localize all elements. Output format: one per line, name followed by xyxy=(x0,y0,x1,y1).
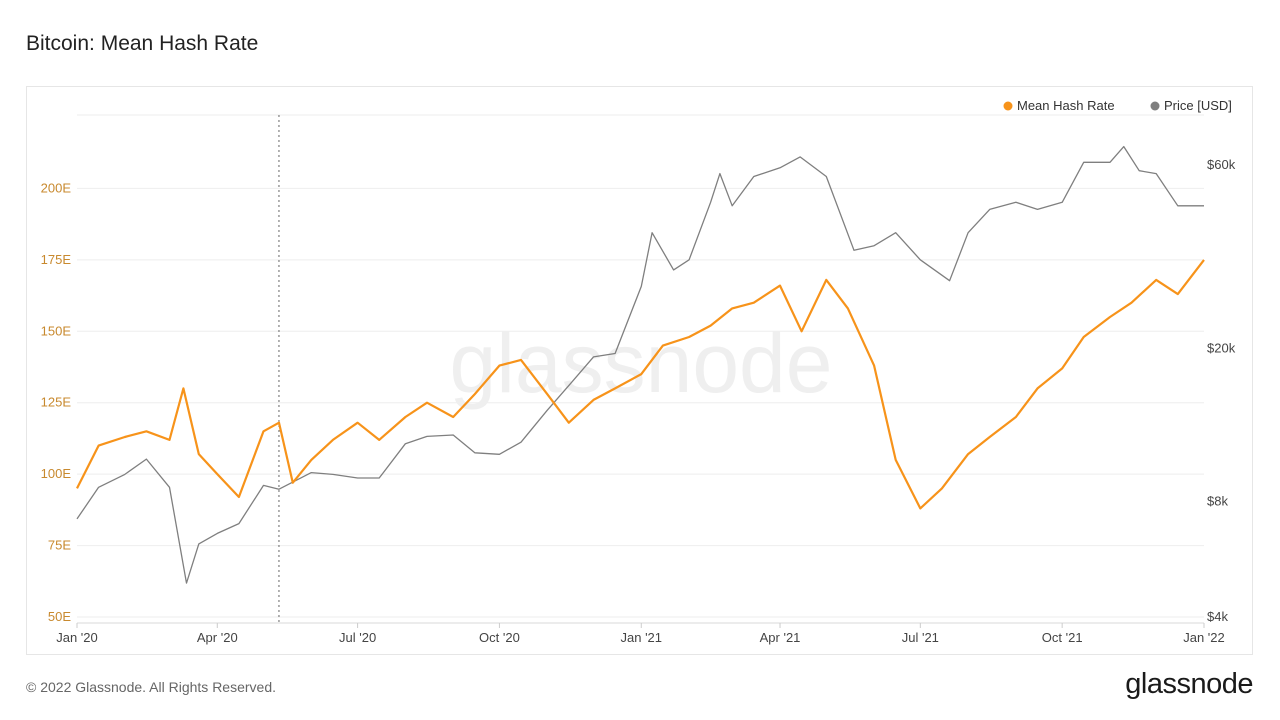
right-tick-label: $20k xyxy=(1207,340,1236,355)
x-tick-label: Jan '21 xyxy=(621,630,663,645)
legend-hash-label[interactable]: Mean Hash Rate xyxy=(1017,98,1115,113)
right-axis: $4k $8k $20k $60k xyxy=(1207,157,1236,624)
legend-hash-dot xyxy=(1003,101,1013,111)
legend-price-dot xyxy=(1150,101,1160,111)
right-tick-label: $60k xyxy=(1207,157,1236,172)
x-tick-label: Jan '20 xyxy=(56,630,98,645)
x-tick-label: Jul '20 xyxy=(339,630,376,645)
hash-rate-series xyxy=(76,259,1205,510)
copyright-text: © 2022 Glassnode. All Rights Reserved. xyxy=(26,679,277,695)
price-series xyxy=(76,145,1204,584)
right-tick-label: $4k xyxy=(1207,609,1228,624)
left-tick-label: 200E xyxy=(41,180,72,195)
x-tick-label: Apr '20 xyxy=(197,630,238,645)
price-line xyxy=(76,145,1204,584)
left-tick-label: 175E xyxy=(41,252,72,267)
x-tick-label: Oct '20 xyxy=(479,630,520,645)
left-tick-label: 125E xyxy=(41,395,72,410)
left-tick-label: 100E xyxy=(41,466,72,481)
left-tick-label: 75E xyxy=(48,538,71,553)
x-tick-label: Jan '22 xyxy=(1183,630,1225,645)
legend: Mean Hash Rate Price [USD] xyxy=(1003,98,1232,113)
hash-rate-line xyxy=(76,259,1205,510)
x-tick-label: Apr '21 xyxy=(760,630,801,645)
left-tick-label: 50E xyxy=(48,609,71,624)
x-axis: Jan '20 Apr '20 Jul '20 Oct '20 Jan '21 Apr '… xyxy=(56,622,1225,645)
chart-panel: glassnode 50E 75E 100E 125E 150E 175E 200E $4k… xyxy=(26,86,1253,655)
x-tick-label: Oct '21 xyxy=(1042,630,1083,645)
chart-title: Bitcoin: Mean Hash Rate xyxy=(26,32,259,55)
grid-lines xyxy=(77,114,1204,618)
right-tick-label: $8k xyxy=(1207,493,1228,508)
brand-logo: glassnode xyxy=(1125,668,1253,700)
left-tick-label: 150E xyxy=(41,323,72,338)
legend-price-label[interactable]: Price [USD] xyxy=(1164,98,1232,113)
left-axis: 50E 75E 100E 125E 150E 175E 200E xyxy=(41,180,72,624)
x-tick-label: Jul '21 xyxy=(902,630,939,645)
